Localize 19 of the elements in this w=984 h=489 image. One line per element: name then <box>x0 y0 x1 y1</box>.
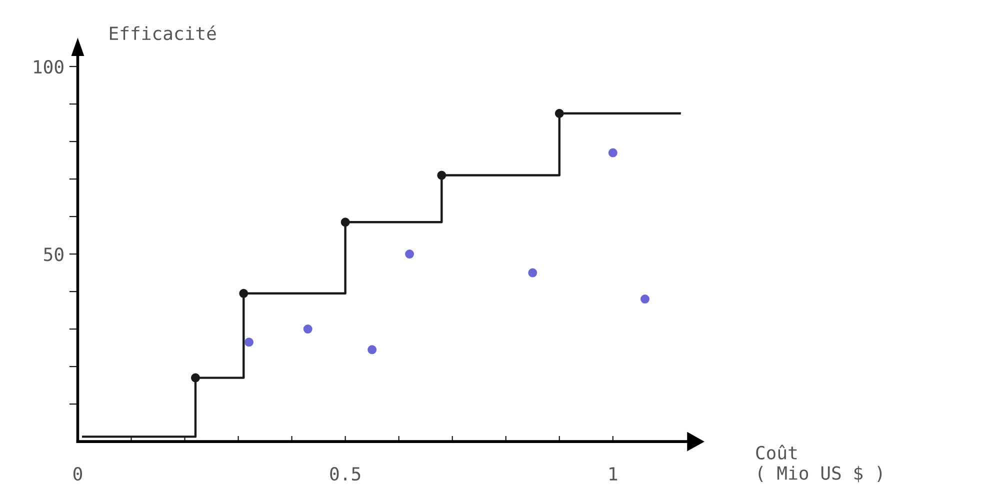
x-tick-label: 0.5 <box>330 466 360 481</box>
point <box>528 268 538 278</box>
point <box>437 170 446 180</box>
point <box>640 294 650 304</box>
point <box>239 288 248 298</box>
x-axis-title: Coût ( Mio US $ ) <box>756 444 882 482</box>
x-tick-label: 0 <box>73 466 82 481</box>
point <box>405 250 414 259</box>
y-axis-title: Efficacité <box>110 25 216 40</box>
point <box>190 373 200 382</box>
point <box>340 218 350 227</box>
point <box>244 338 254 347</box>
x-tick-label: 1 <box>610 467 618 480</box>
y-tick-label: 50 <box>44 248 64 262</box>
point <box>608 148 618 158</box>
y-tick-label: 100 <box>34 60 64 74</box>
point <box>554 108 564 118</box>
point <box>303 324 312 334</box>
point <box>368 345 377 354</box>
